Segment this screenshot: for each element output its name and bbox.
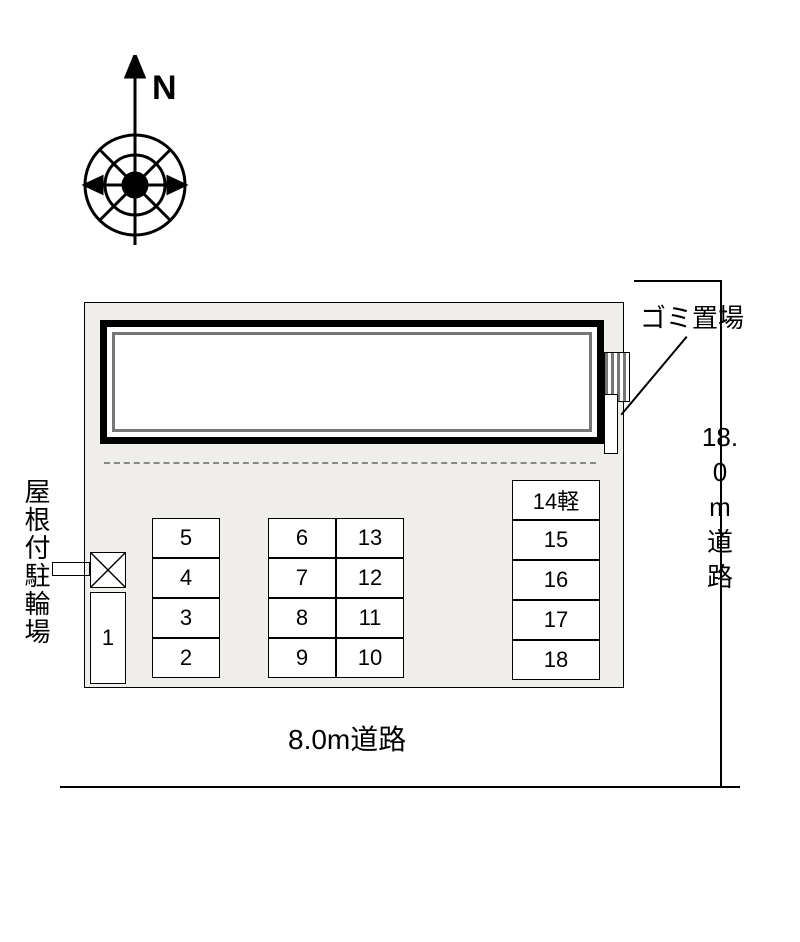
compass-label: N <box>152 69 177 107</box>
trash-leader-line <box>620 336 687 415</box>
parking-cell-1: 1 <box>90 592 126 684</box>
parking-cell-label: 5 <box>180 525 192 551</box>
trash-area-label: ゴミ置場 <box>640 298 744 335</box>
parking-cell: 16 <box>512 560 600 600</box>
parking-cell-label: 8 <box>296 605 308 631</box>
parking-cell: 8 <box>268 598 336 638</box>
building-inner <box>112 332 592 432</box>
parking-cell: 9 <box>268 638 336 678</box>
parking-cell-label: 7 <box>296 565 308 591</box>
parking-cell: 4 <box>152 558 220 598</box>
site-plan: N ゴミ置場 屋根付駐輪場 1 5 4 3 2 6 7 8 9 13 12 11… <box>0 0 800 942</box>
bottom-road-line <box>60 786 740 788</box>
bike-parking-label: 屋根付駐輪場 <box>18 478 55 646</box>
right-road-label-part: 路 <box>700 560 740 595</box>
right-road-label: 18.0 m 道 路 <box>700 420 740 595</box>
parking-cell: 13 <box>336 518 404 558</box>
parking-cell-label: 4 <box>180 565 192 591</box>
parking-cell-label: 16 <box>544 567 568 593</box>
parking-cell: 3 <box>152 598 220 638</box>
parking-cell: 15 <box>512 520 600 560</box>
parking-cell-label: 14軽 <box>533 484 579 516</box>
bottom-road-label: 8.0m道路 <box>288 718 406 758</box>
bike-x-box <box>90 552 126 588</box>
building <box>100 320 604 444</box>
parking-cell: 12 <box>336 558 404 598</box>
parking-cell-label: 6 <box>296 525 308 551</box>
right-road-label-part: 道 <box>700 525 740 560</box>
bike-leader-box <box>52 562 90 576</box>
parking-cell-label: 1 <box>102 625 114 651</box>
right-road-label-part: m <box>700 490 740 525</box>
parking-cell-label: 18 <box>544 647 568 673</box>
parking-cell-label: 11 <box>359 605 382 631</box>
parking-cell-label: 12 <box>358 565 382 591</box>
right-road-label-part: 18.0 <box>700 420 740 490</box>
parking-cell: 17 <box>512 600 600 640</box>
compass-icon: N <box>60 55 210 265</box>
right-road-corner-line <box>634 280 722 282</box>
trash-area-box <box>604 394 618 454</box>
dashed-line <box>104 462 596 464</box>
parking-cell-label: 10 <box>358 645 382 671</box>
parking-cell: 6 <box>268 518 336 558</box>
parking-cell-label: 13 <box>358 525 382 551</box>
parking-cell-label: 2 <box>180 645 192 671</box>
parking-cell: 5 <box>152 518 220 558</box>
parking-cell-label: 9 <box>296 645 308 671</box>
parking-cell-label: 15 <box>544 527 568 553</box>
parking-cell-label: 3 <box>180 605 192 631</box>
parking-cell: 2 <box>152 638 220 678</box>
parking-cell: 10 <box>336 638 404 678</box>
parking-cell: 7 <box>268 558 336 598</box>
parking-cell-kei: 14軽 <box>512 480 600 520</box>
parking-cell-label: 17 <box>544 607 568 633</box>
parking-cell: 18 <box>512 640 600 680</box>
parking-cell: 11 <box>336 598 404 638</box>
